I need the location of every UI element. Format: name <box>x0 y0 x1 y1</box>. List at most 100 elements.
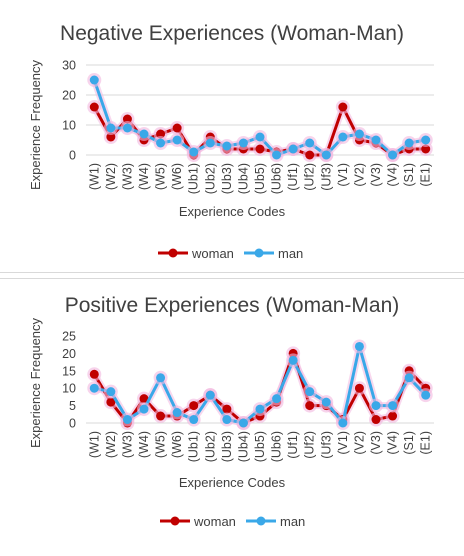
series-man-point <box>321 397 331 407</box>
series-man-point <box>122 415 132 425</box>
x-tick-label: (W5) <box>154 431 168 458</box>
series-woman-point <box>189 401 199 411</box>
series-man-point <box>288 355 298 365</box>
series-man-point <box>238 138 248 148</box>
legend-man-label: man <box>278 246 303 261</box>
series-woman-point <box>156 129 166 139</box>
x-tick-label: (W6) <box>170 163 184 190</box>
legend-woman-label: woman <box>191 246 234 261</box>
series-man-point <box>106 387 116 397</box>
series-man <box>87 339 433 430</box>
x-tick-label: (Uf2) <box>303 431 317 459</box>
series-woman-point <box>106 132 116 142</box>
series-man-point <box>404 138 414 148</box>
x-tick-label: (Ub2) <box>203 431 217 462</box>
x-tick-label: (W4) <box>137 431 151 458</box>
series-man-point <box>388 401 398 411</box>
axes: 0 10 20 30 (W1) (W2) (W3) (W4) (W5) (W6) (Ub1) (Ub2… <box>62 59 434 194</box>
series-man-point <box>205 390 215 400</box>
y-tick-label: 30 <box>62 59 76 73</box>
x-tick-label: (Uf3) <box>319 163 333 191</box>
x-tick-label: (W6) <box>170 431 184 458</box>
series-man-point <box>139 129 149 139</box>
series-man-point <box>139 404 149 414</box>
series-woman-point <box>156 411 166 421</box>
x-tick-label: (V4) <box>386 163 400 187</box>
series-man-point <box>371 135 381 145</box>
series-man-point <box>321 150 331 160</box>
series-man-point <box>222 141 232 151</box>
x-tick-label: (Ub3) <box>220 431 234 462</box>
y-tick-label: 0 <box>69 417 76 431</box>
series-woman-point <box>139 394 149 404</box>
positive-experiences-chart-panel: Positive Experiences (Woman-Man) Experie… <box>0 278 464 551</box>
x-tick-label: (V3) <box>369 163 383 187</box>
series-woman-point <box>421 144 431 154</box>
series-man-point <box>205 138 215 148</box>
series-woman-point <box>172 123 182 133</box>
series-woman <box>87 346 433 430</box>
series-woman-point <box>354 383 364 393</box>
series-man-point <box>421 390 431 400</box>
series-man <box>87 73 433 162</box>
series-woman-point <box>89 369 99 379</box>
x-tick-label: (W3) <box>120 431 134 458</box>
series-man-point <box>222 415 232 425</box>
legend-woman-label: woman <box>193 514 236 529</box>
series-man-point <box>404 373 414 383</box>
x-tick-label: (Ub2) <box>203 163 217 194</box>
series-man-point <box>388 150 398 160</box>
legend: woman man <box>160 514 305 529</box>
x-tick-label: (W5) <box>154 163 168 190</box>
chart-title: Positive Experiences (Woman-Man) <box>65 294 400 317</box>
legend-man-marker <box>256 516 266 526</box>
series-man-point <box>106 123 116 133</box>
legend-woman-marker <box>170 516 180 526</box>
x-tick-label: (V3) <box>369 431 383 455</box>
series-man-point <box>238 418 248 428</box>
x-tick-label: (V1) <box>336 431 350 455</box>
x-tick-label: (E1) <box>419 163 433 187</box>
series-man-point <box>156 373 166 383</box>
x-tick-label: (W1) <box>87 163 101 190</box>
series-man-point <box>354 341 364 351</box>
y-tick-label: 25 <box>62 330 76 344</box>
x-tick-label: (W2) <box>104 163 118 190</box>
x-tick-label: (Ub3) <box>220 163 234 194</box>
x-axis-title: Experience Codes <box>179 475 286 490</box>
series-man-point <box>305 138 315 148</box>
negative-experiences-chart: Negative Experiences (Woman-Man) Experie… <box>28 22 434 261</box>
x-tick-label: (E1) <box>419 431 433 455</box>
series-woman-point <box>388 411 398 421</box>
y-tick-label: 10 <box>62 382 76 396</box>
series-man-point <box>272 394 282 404</box>
x-tick-label: (Uf3) <box>319 431 333 459</box>
x-tick-label: (Ub4) <box>236 431 250 462</box>
series-man-point <box>89 75 99 85</box>
series-man-point <box>172 408 182 418</box>
series-man-point <box>156 138 166 148</box>
series-man-point <box>89 383 99 393</box>
series-man-point <box>288 144 298 154</box>
series-woman-point <box>305 401 315 411</box>
x-tick-label: (V1) <box>336 163 350 187</box>
series-woman-point <box>255 144 265 154</box>
series-man-point <box>189 415 199 425</box>
y-tick-label: 15 <box>62 364 76 378</box>
x-tick-label: (Ub5) <box>253 431 267 462</box>
x-tick-label: (S1) <box>402 431 416 455</box>
x-tick-label: (V2) <box>352 163 366 187</box>
negative-experiences-chart-panel: Negative Experiences (Woman-Man) Experie… <box>0 0 464 273</box>
x-tick-label: (Ub1) <box>187 163 201 194</box>
series-woman-point <box>106 397 116 407</box>
x-tick-label: (W3) <box>120 163 134 190</box>
x-tick-label: (W2) <box>104 431 118 458</box>
x-tick-label: (Uf1) <box>286 431 300 459</box>
series-man-point <box>272 150 282 160</box>
positive-experiences-chart: Positive Experiences (Woman-Man) Experie… <box>28 294 434 529</box>
legend-man-marker <box>254 248 264 258</box>
series-man-point <box>172 135 182 145</box>
series-woman-point <box>371 415 381 425</box>
series-woman-point <box>89 102 99 112</box>
